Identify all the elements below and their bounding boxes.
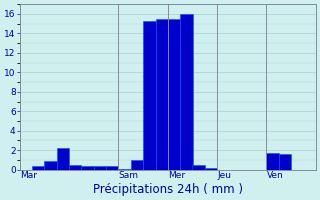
Bar xyxy=(279,154,291,170)
Bar xyxy=(131,160,143,170)
Bar xyxy=(106,166,118,170)
Bar xyxy=(118,169,131,170)
Bar xyxy=(82,166,94,170)
Bar xyxy=(57,148,69,170)
Bar xyxy=(44,161,57,170)
Bar xyxy=(267,153,279,170)
Bar xyxy=(205,168,217,170)
Bar xyxy=(156,19,168,170)
Bar xyxy=(143,21,156,170)
Bar xyxy=(69,165,82,170)
Bar xyxy=(32,166,44,170)
Bar xyxy=(193,165,205,170)
Bar xyxy=(168,19,180,170)
Bar xyxy=(94,166,106,170)
X-axis label: Précipitations 24h ( mm ): Précipitations 24h ( mm ) xyxy=(93,183,243,196)
Bar xyxy=(180,14,193,170)
